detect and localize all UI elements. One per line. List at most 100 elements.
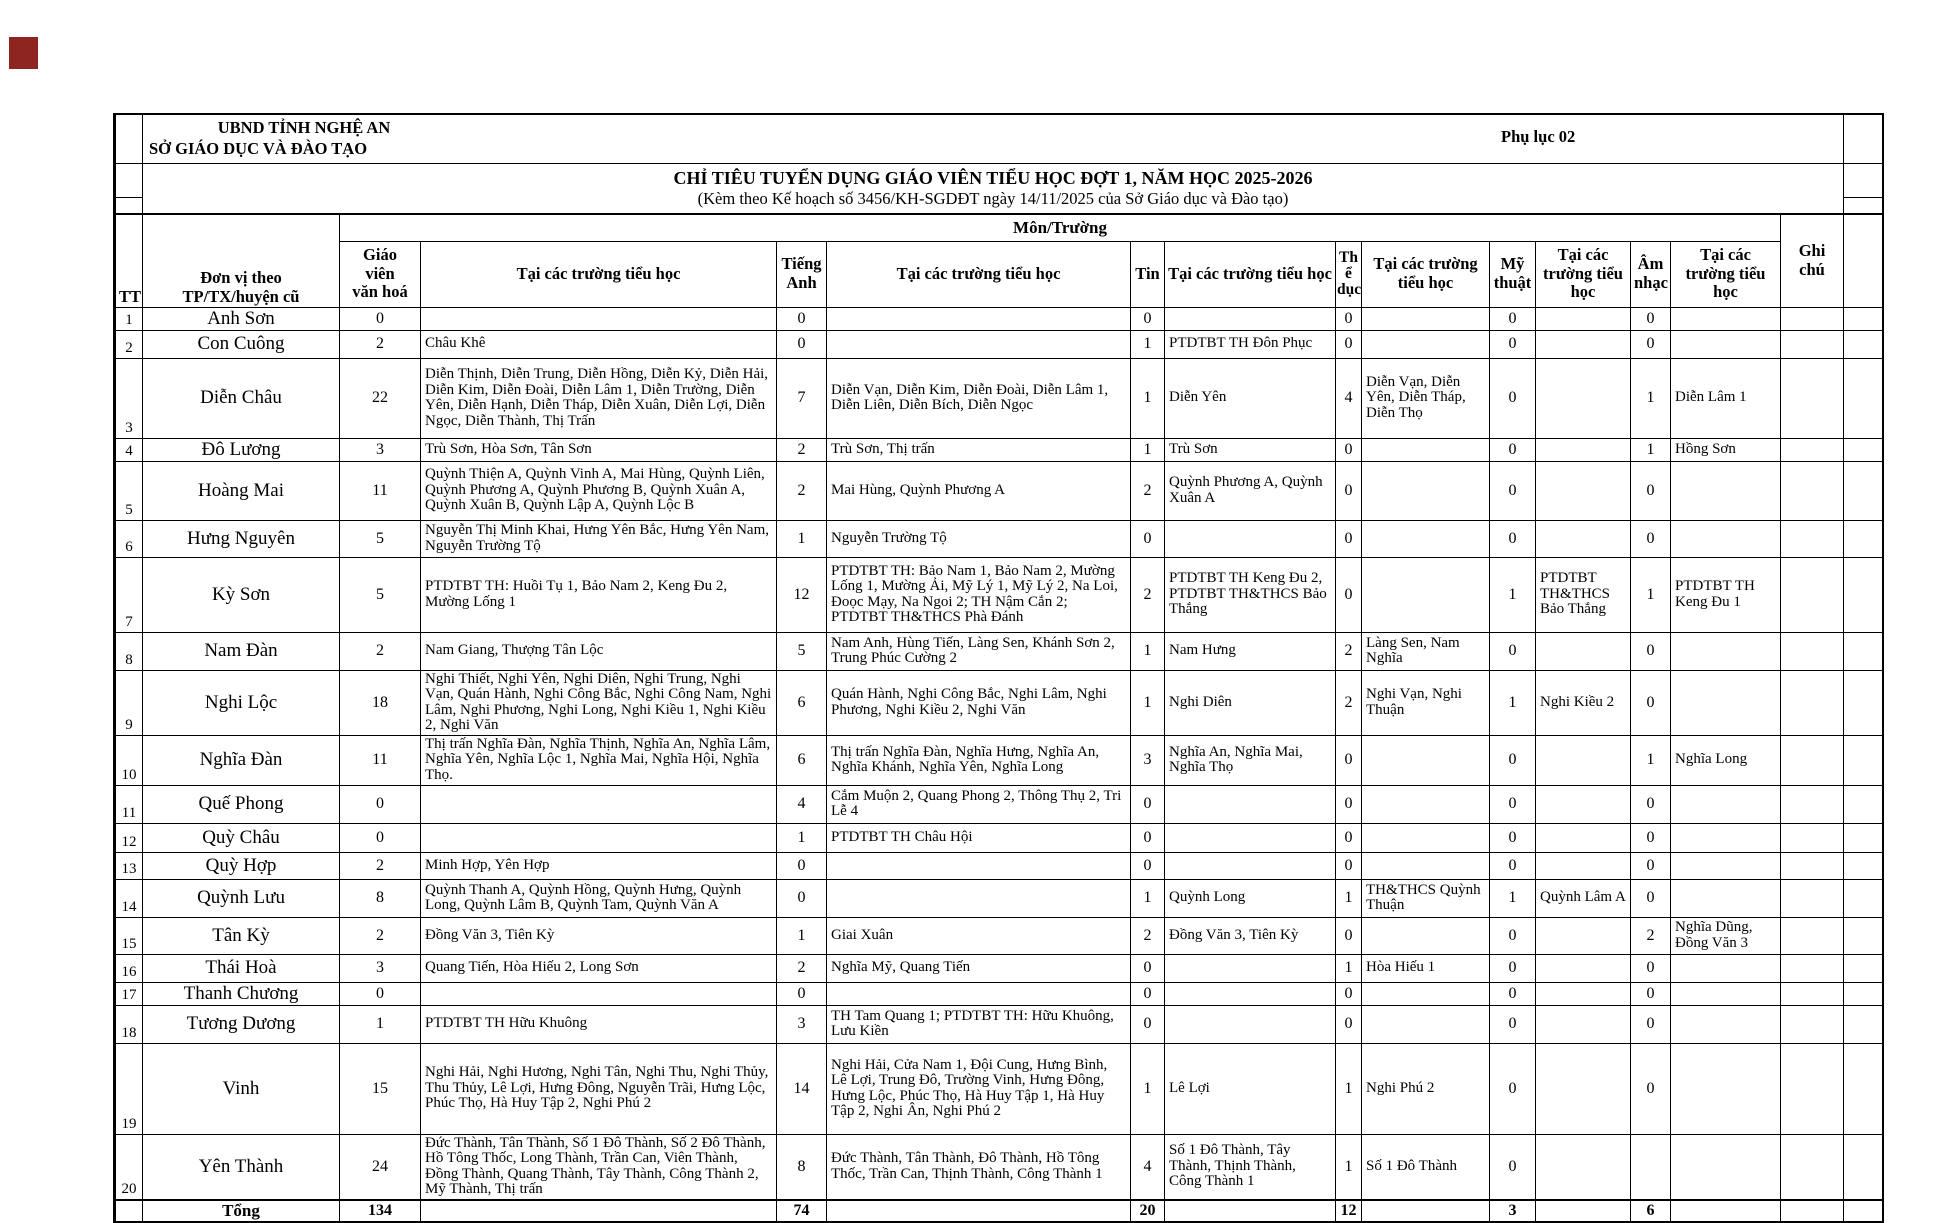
table-row: 17 Thanh Chương 0 0 0 0 0 0	[114, 981, 1883, 1006]
cell-art-count: 0	[1489, 1042, 1536, 1135]
cell-music-schools	[1670, 1133, 1781, 1200]
document-title: CHỈ TIÊU TUYỂN DỤNG GIÁO VIÊN TIỂU HỌC Đ…	[673, 167, 1313, 188]
cell-pe-count: 0	[1335, 1004, 1362, 1044]
cell-it-schools	[1164, 1198, 1336, 1223]
cell-music-schools: Nghĩa Dũng, Đồng Văn 3	[1670, 916, 1781, 955]
cell-gv-schools: Đức Thành, Tân Thành, Số 1 Đô Thành, Số …	[420, 1133, 777, 1200]
cell-art-count: 0	[1489, 631, 1536, 671]
cell-tt: 9	[114, 669, 143, 736]
group-header-mon-truong: Môn/Trường	[339, 213, 1781, 242]
cell-art-schools	[1535, 953, 1631, 983]
margin-cell	[1843, 981, 1883, 1006]
column-header-gv: Giáo viên văn hoá	[339, 240, 421, 308]
cell-pe-count: 0	[1335, 916, 1362, 955]
cell-music-schools	[1670, 878, 1781, 918]
table-row: 20 Yên Thành 24 Đức Thành, Tân Thành, Số 1 …	[114, 1133, 1883, 1200]
cell-pe-schools	[1361, 981, 1490, 1006]
cell-tt: 7	[114, 556, 143, 633]
cell-gv-schools: PTDTBT TH: Huồi Tụ 1, Bảo Nam 2, Keng Đu…	[420, 556, 777, 633]
cell-unit: Thanh Chương	[142, 981, 340, 1006]
cell-art-schools	[1535, 822, 1631, 853]
cell-music-count: 1	[1630, 556, 1671, 633]
table-body: 1 Anh Sơn 0 0 0 0 0 0 2 Con Cuông 2 Châu Khê 0 1 PTDTB…	[114, 306, 1883, 1200]
cell-it-count: 1	[1130, 357, 1165, 439]
cell-note	[1780, 878, 1844, 918]
cell-gv-count: 18	[339, 669, 421, 736]
cell-tt: 1	[114, 306, 143, 331]
cell-pe-schools: Hòa Hiếu 1	[1361, 953, 1490, 983]
title-cell: CHỈ TIÊU TUYỂN DỤNG GIÁO VIÊN TIỂU HỌC Đ…	[142, 162, 1844, 215]
cell-art-count: 0	[1489, 981, 1536, 1006]
margin-cell	[1843, 822, 1883, 853]
cell-english-count: 1	[776, 822, 827, 853]
cell-music-schools	[1670, 953, 1781, 983]
cell-english-schools: PTDTBT TH Châu Hội	[826, 822, 1131, 853]
table-row: 14 Quỳnh Lưu 8 Quỳnh Thanh A, Quỳnh Hồng, Q…	[114, 878, 1883, 918]
table-row: 13 Quỳ Hợp 2 Minh Hợp, Yên Hợp 0 0 0 0 0	[114, 851, 1883, 880]
cell-tt: 12	[114, 822, 143, 853]
cell-tt: 2	[114, 329, 143, 359]
cell-gv-count: 2	[339, 916, 421, 955]
margin-cell	[1843, 162, 1883, 198]
cell-english-schools: Diễn Vạn, Diễn Kim, Diễn Đoài, Diễn Lâm …	[826, 357, 1131, 439]
cell-gv-schools	[420, 822, 777, 853]
document-sheet: UBND TỈNH NGHỆ AN SỞ GIÁO DỤC VÀ ĐÀO TẠO…	[113, 113, 1884, 1223]
cell-gv-schools: Đồng Văn 3, Tiên Kỳ	[420, 916, 777, 955]
cell-tt: 16	[114, 953, 143, 983]
cell-it-schools	[1164, 851, 1336, 880]
cell-music-count: 0	[1630, 1004, 1671, 1044]
cell-tt: 5	[114, 460, 143, 521]
table-row: 18 Tương Dương 1 PTDTBT TH Hữu Khuông 3 TH Ta…	[114, 1004, 1883, 1044]
cell-english-count: 0	[776, 306, 827, 331]
cell-music-count: 0	[1630, 878, 1671, 918]
cell-english-schools: Giai Xuân	[826, 916, 1131, 955]
cell-art-schools	[1535, 631, 1631, 671]
cell-it-count: 0	[1130, 981, 1165, 1006]
org-cell: UBND TỈNH NGHỆ AN SỞ GIÁO DỤC VÀ ĐÀO TẠO…	[142, 113, 1844, 164]
cell-unit: Hưng Nguyên	[142, 519, 340, 558]
table-row: 16 Thái Hoà 3 Quang Tiến, Hòa Hiếu 2, Long …	[114, 953, 1883, 983]
cell-english-count: 2	[776, 437, 827, 462]
cell-it-schools	[1164, 1004, 1336, 1044]
cell-tt: 20	[114, 1133, 143, 1200]
cell-gv-count: 0	[339, 784, 421, 824]
table-row: 15 Tân Kỳ 2 Đồng Văn 3, Tiên Kỳ 1 Giai Xuân 2 Đ…	[114, 916, 1883, 955]
cell-pe-count: 0	[1335, 306, 1362, 331]
cell-english-schools: Nghĩa Mỹ, Quang Tiến	[826, 953, 1131, 983]
cell-it-count: 1	[1130, 878, 1165, 918]
cell-music-count: 0	[1630, 822, 1671, 853]
cell-music-count: 1	[1630, 357, 1671, 439]
cell-gv-schools: Minh Hợp, Yên Hợp	[420, 851, 777, 880]
table-row: 12 Quỳ Châu 0 1 PTDTBT TH Châu Hội 0 0 0 0	[114, 822, 1883, 853]
cell-pe-count: 0	[1335, 851, 1362, 880]
recruitment-table: UBND TỈNH NGHỆ AN SỞ GIÁO DỤC VÀ ĐÀO TẠO…	[113, 113, 1884, 1223]
cell-it-schools: Nam Hưng	[1164, 631, 1336, 671]
cell-music-count: 0	[1630, 329, 1671, 359]
cell-music-schools	[1670, 631, 1781, 671]
cell-gv-count: 2	[339, 329, 421, 359]
cell-art-schools	[1535, 437, 1631, 462]
margin-cell	[114, 113, 143, 164]
cell-art-count: 0	[1489, 519, 1536, 558]
cell-unit: Quỳ Châu	[142, 822, 340, 853]
cell-unit: Tương Dương	[142, 1004, 340, 1044]
cell-pe-schools: TH&THCS Quỳnh Thuận	[1361, 878, 1490, 918]
cell-music-count: 1	[1630, 437, 1671, 462]
cell-note	[1780, 669, 1844, 736]
cell-gv-schools: Nghi Thiết, Nghi Yên, Nghi Diên, Nghi Tr…	[420, 669, 777, 736]
cell-tt: 10	[114, 734, 143, 786]
cell-english-schools	[826, 878, 1131, 918]
cell-english-count: 12	[776, 556, 827, 633]
margin-cell	[1843, 437, 1883, 462]
cell-unit: Anh Sơn	[142, 306, 340, 331]
org-name: UBND TỈNH NGHỆ AN	[217, 118, 391, 137]
column-header-pe-schools: Tại các trường tiểu học	[1361, 240, 1490, 308]
cell-pe-count: 0	[1335, 329, 1362, 359]
cell-english-schools: Nam Anh, Hùng Tiến, Làng Sen, Khánh Sơn …	[826, 631, 1131, 671]
cell-gv-schools: Nguyễn Thị Minh Khai, Hưng Yên Bắc, Hưng…	[420, 519, 777, 558]
cell-it-count: 1	[1130, 669, 1165, 736]
column-header-art: Mỹ thuật	[1489, 240, 1536, 308]
cell-it-schools: Nghi Diên	[1164, 669, 1336, 736]
cell-pe-count: 0	[1335, 734, 1362, 786]
cell-unit: Con Cuông	[142, 329, 340, 359]
